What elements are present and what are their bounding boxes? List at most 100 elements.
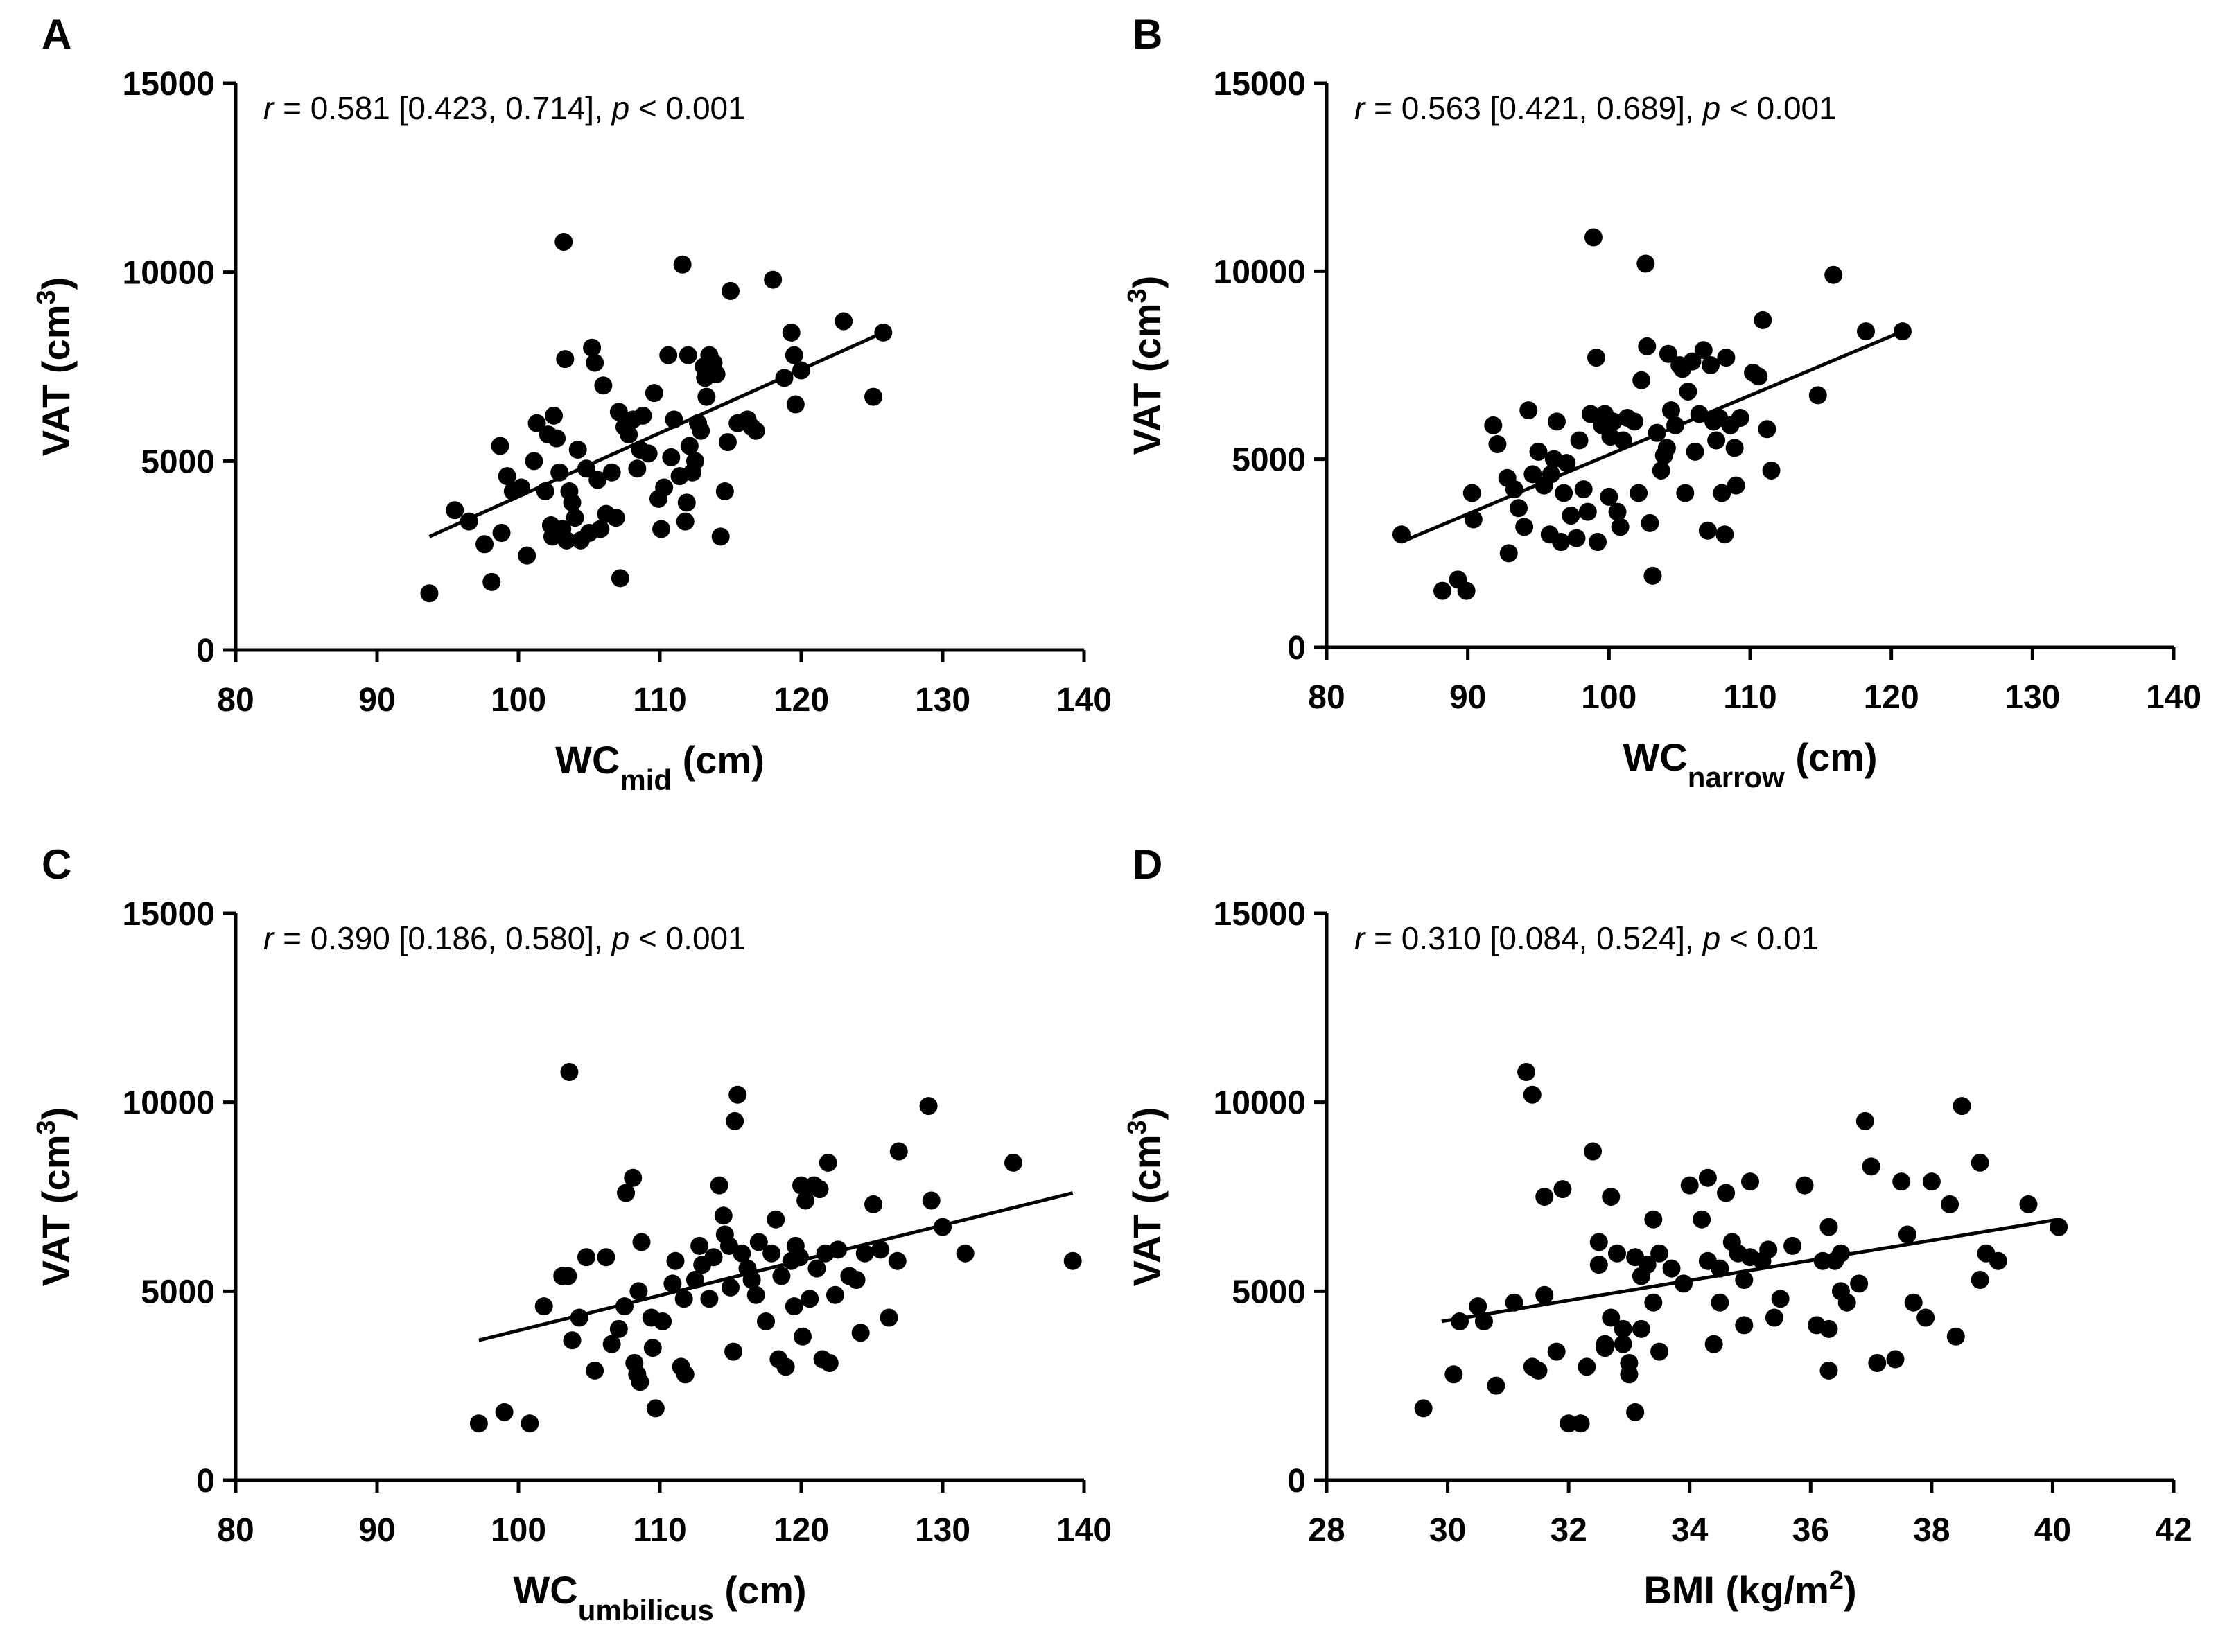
x-axis-title: WCmid (cm) xyxy=(555,738,765,796)
data-point xyxy=(1602,1188,1621,1206)
data-point xyxy=(1614,1319,1632,1338)
y-axis-title-end: ) xyxy=(1125,1107,1169,1121)
x-tick-label: 36 xyxy=(1792,1512,1829,1549)
data-point xyxy=(1469,1297,1487,1316)
data-point xyxy=(1638,337,1657,355)
data-point xyxy=(1690,405,1709,423)
data-point xyxy=(556,350,575,369)
data-point xyxy=(1759,1240,1778,1259)
x-tick-label: 110 xyxy=(633,1512,686,1549)
data-point xyxy=(1517,1063,1536,1082)
data-point xyxy=(1922,1172,1941,1191)
data-point xyxy=(792,361,810,380)
data-point xyxy=(527,414,546,432)
x-axis-title-unit: (cm) xyxy=(1785,735,1878,779)
data-point xyxy=(1578,502,1597,521)
data-point xyxy=(1650,1342,1669,1361)
data-point xyxy=(722,1278,740,1297)
data-point xyxy=(1487,1376,1505,1395)
data-point xyxy=(680,437,699,455)
data-point xyxy=(1620,1365,1639,1384)
data-point xyxy=(1632,371,1651,389)
data-point xyxy=(1701,356,1720,374)
data-point xyxy=(835,312,853,331)
x-axis-title: WCnarrow (cm) xyxy=(1623,735,1877,793)
data-point xyxy=(1457,581,1476,600)
data-point xyxy=(785,1297,803,1316)
data-point xyxy=(1515,518,1534,536)
data-point xyxy=(1630,484,1648,502)
data-point xyxy=(1589,533,1607,552)
stats-r-symbol: r xyxy=(263,920,275,956)
data-point xyxy=(420,584,439,603)
stats-r-symbol: r xyxy=(263,90,275,126)
data-point xyxy=(639,444,658,463)
y-axis-title-main: VAT (cm xyxy=(34,1134,78,1286)
x-tick-label: 110 xyxy=(633,682,686,719)
data-point xyxy=(620,425,638,444)
panel-letter: A xyxy=(42,11,71,58)
x-axis-title-sub: mid xyxy=(620,764,672,796)
x-tick-label: 120 xyxy=(774,682,829,719)
data-point xyxy=(1715,525,1734,544)
data-point xyxy=(1666,416,1685,434)
data-point xyxy=(790,1248,809,1267)
data-point xyxy=(1754,310,1772,329)
data-point xyxy=(1916,1308,1935,1327)
data-point xyxy=(792,1176,810,1195)
data-point xyxy=(724,1342,743,1361)
data-point xyxy=(525,452,543,471)
data-point xyxy=(606,509,625,527)
data-point xyxy=(1584,1142,1603,1161)
data-point xyxy=(563,493,582,512)
y-axis-title-end: ) xyxy=(1125,276,1169,289)
data-point xyxy=(676,512,695,531)
data-point xyxy=(1581,405,1600,423)
data-point xyxy=(919,1097,938,1116)
data-point xyxy=(746,421,765,440)
y-axis-title-sup: 3 xyxy=(1123,288,1152,303)
data-point xyxy=(711,527,730,546)
data-point xyxy=(491,437,509,455)
data-point xyxy=(757,1312,775,1330)
data-point xyxy=(776,1357,795,1376)
data-point xyxy=(1567,529,1586,547)
data-point xyxy=(1989,1251,2007,1270)
data-point xyxy=(1626,1403,1645,1421)
stats-p-symbol: p xyxy=(611,90,630,126)
stats-r-value: = 0.581 [0.423, 0.714], xyxy=(274,90,611,126)
data-point xyxy=(1589,1256,1608,1274)
data-point xyxy=(1555,484,1573,502)
data-point xyxy=(1707,431,1726,450)
data-point xyxy=(722,281,740,300)
data-point xyxy=(1898,1225,1916,1244)
x-tick-label: 140 xyxy=(2146,679,2201,716)
data-point xyxy=(586,353,604,372)
x-tick-label: 80 xyxy=(217,1512,254,1549)
stats-r-value: = 0.563 [0.421, 0.689], xyxy=(1365,90,1702,126)
data-point xyxy=(1574,480,1593,499)
y-axis-title: VAT (cm3) xyxy=(1123,276,1169,455)
data-point xyxy=(742,1270,761,1289)
data-point xyxy=(652,520,671,538)
data-point xyxy=(1892,1172,1911,1191)
x-tick-label: 90 xyxy=(358,1512,395,1549)
data-point xyxy=(1837,1293,1856,1312)
stats-r-symbol: r xyxy=(1354,920,1366,956)
panel-c: C 0 5000 10000 15000 80 90 100 110 120 130 140 VAT (… xyxy=(32,841,1112,1626)
data-point xyxy=(1674,1274,1693,1293)
data-point xyxy=(871,1240,890,1259)
data-point xyxy=(583,338,602,357)
data-point xyxy=(1611,518,1630,536)
x-tick-label: 42 xyxy=(2155,1512,2192,1549)
data-point xyxy=(566,509,584,527)
data-point xyxy=(609,403,628,421)
y-axis-title-main: VAT (cm xyxy=(1125,303,1169,455)
data-point xyxy=(847,1270,866,1289)
data-point xyxy=(1771,1290,1790,1308)
data-point xyxy=(1857,322,1876,341)
data-point xyxy=(594,376,613,395)
x-tick-label: 110 xyxy=(1723,679,1776,716)
data-point xyxy=(550,463,569,482)
